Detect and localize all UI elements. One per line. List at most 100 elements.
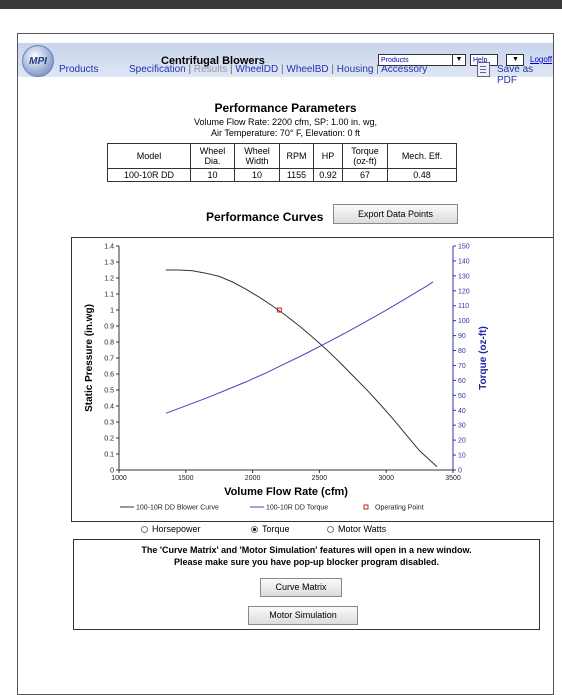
performance-heading: Performance Parameters (214, 101, 357, 115)
y2-tick-label: 110 (458, 303, 469, 310)
chart-frame: 0 0.1 0.2 0.3 0.4 0.5 0.6 0.7 0.8 0.9 1 1.1 1.2 1.3 1.… (71, 237, 553, 522)
table-header-row: Model Wheel Dia. Wheel Width RPM HP Torque… (107, 143, 457, 169)
pdf-icon[interactable] (477, 62, 490, 77)
nav-tabs: Specification | Results | WheelDD | Whee… (129, 64, 428, 75)
col-header-wheel-width: Wheel Width (234, 143, 280, 169)
cell-wheel-width: 10 (234, 168, 280, 182)
y2-tick-label: 150 (458, 244, 470, 251)
y2-tick-label: 50 (458, 393, 466, 400)
radio-label: Torque (262, 524, 290, 534)
radio-motor-watts[interactable]: Motor Watts (327, 524, 386, 534)
y-tick-label: 0.2 (104, 436, 114, 443)
app-title: Centrifugal Blowers (161, 55, 265, 67)
tab-housing[interactable]: Housing (336, 64, 374, 75)
radio-horsepower[interactable]: Horsepower (141, 524, 201, 534)
motor-simulation-button[interactable]: Motor Simulation (248, 606, 358, 625)
logoff-link[interactable]: Logoff (530, 55, 553, 64)
notice-line-1: The 'Curve Matrix' and 'Motor Simulation… (141, 545, 472, 555)
y2-tick-label: 120 (458, 288, 470, 295)
products-select-value: Products (381, 57, 409, 64)
y-tick-label: 1.4 (104, 244, 114, 251)
x-tick-label: 3000 (378, 475, 394, 482)
tab-wheeldd[interactable]: WheelDD (235, 64, 279, 75)
y2-tick-label: 130 (458, 273, 470, 280)
cell-hp: 0.92 (313, 168, 343, 182)
tab-wheelbd[interactable]: WheelBD (286, 64, 329, 75)
legend-label-torque: 100-10R DD Torque (266, 505, 328, 512)
y2-tick-label: 20 (458, 438, 466, 445)
radio-torque[interactable]: Torque (251, 524, 290, 534)
y-tick-label: 0.9 (104, 324, 114, 331)
products-select[interactable]: Products ▼ (378, 54, 466, 66)
x-axis-title: Volume Flow Rate (cfm) (224, 486, 348, 498)
performance-chart: 0 0.1 0.2 0.3 0.4 0.5 0.6 0.7 0.8 0.9 1 1.1 1.2 1.3 1.… (84, 244, 489, 512)
legend-label-operating-point: Operating Point (375, 505, 424, 512)
radio-label: Horsepower (152, 524, 201, 534)
y-tick-label: 0.6 (104, 372, 114, 379)
y-tick-label: 0.7 (104, 356, 114, 363)
y2-tick-label: 70 (458, 363, 466, 370)
save-as-pdf-link[interactable]: Save as PDF (497, 64, 534, 86)
y2-tick-label: 0 (458, 468, 462, 475)
col-header-rpm: RPM (279, 143, 314, 169)
performance-line-2: Air Temperature: 70° F, Elevation: 0 ft (210, 128, 360, 138)
y-tick-label: 1.2 (104, 276, 114, 283)
y2-tick-label: 30 (458, 423, 466, 430)
blower-curve-line (165, 269, 438, 468)
help-select[interactable]: ▼ (506, 54, 524, 66)
col-header-torque: Torque (oz-ft) (342, 143, 388, 169)
legend-label-blower: 100-10R DD Blower Curve (136, 505, 219, 512)
chevron-down-icon: ▼ (452, 55, 465, 65)
cell-wheel-dia: 10 (190, 168, 235, 182)
tab-results: Results (193, 64, 228, 75)
x-tick-label: 1000 (111, 475, 127, 482)
y-tick-label: 0 (110, 468, 114, 475)
page-frame: Centrifugal Blowers Products ▼ Help ▼ Lo… (17, 33, 554, 695)
curves-heading: Performance Curves (206, 210, 324, 224)
parameters-table: Model Wheel Dia. Wheel Width RPM HP Torque… (107, 143, 457, 182)
y2-tick-label: 60 (458, 378, 466, 385)
x-tick-label: 2500 (312, 475, 328, 482)
y2-tick-label: 90 (458, 333, 466, 340)
radio-label: Motor Watts (338, 524, 387, 534)
x-tick-label: 3500 (445, 475, 461, 482)
y-tick-label: 0.8 (104, 340, 114, 347)
y2-tick-label: 80 (458, 348, 466, 355)
table-row: 100-10R DD 10 10 1155 0.92 67 0.48 (107, 168, 457, 182)
y-tick-label: 0.4 (104, 404, 114, 411)
y2-tick-label: 40 (458, 408, 466, 415)
cell-mech-eff: 0.48 (387, 168, 457, 182)
nav-products-link[interactable]: Products (59, 64, 99, 75)
y-tick-label: 0.1 (104, 452, 114, 459)
x-tick-label: 2000 (245, 475, 261, 482)
radio-button[interactable] (251, 525, 258, 533)
mpi-logo: MPI (22, 45, 54, 77)
tab-accessory[interactable]: Accessory (381, 64, 428, 75)
tab-specification[interactable]: Specification (129, 64, 186, 75)
col-header-wheel-dia: Wheel Dia. (190, 143, 235, 169)
y-tick-label: 1.3 (104, 260, 114, 267)
y-tick-label: 0.5 (104, 388, 114, 395)
y-tick-label: 1 (110, 308, 114, 315)
radio-button[interactable] (141, 525, 148, 533)
export-data-points-button[interactable]: Export Data Points (333, 204, 458, 224)
y2-tick-label: 140 (458, 258, 470, 265)
radio-button[interactable] (327, 525, 334, 533)
help-select-value: Help (473, 57, 488, 64)
notice-line-2: Please make sure you have pop-up blocker… (173, 557, 440, 567)
col-header-hp: HP (313, 143, 343, 169)
x-tick-label: 1500 (178, 475, 194, 482)
y2-tick-label: 10 (458, 453, 466, 460)
nav-bar: Products Specification | Results | Wheel… (18, 62, 553, 86)
performance-line-1: Volume Flow Rate: 2200 cfm, SP: 1.00 in.… (193, 117, 378, 127)
col-header-mech-eff: Mech. Eff. (387, 143, 457, 169)
cell-rpm: 1155 (279, 168, 314, 182)
logo-text: MPI (29, 55, 47, 67)
curve-matrix-button[interactable]: Curve Matrix (260, 578, 342, 597)
curve-options: Horsepower Torque Motor Watts (18, 524, 553, 536)
chevron-down-icon: ▼ (512, 56, 519, 63)
cell-model: 100-10R DD (107, 168, 191, 182)
y-tick-label: 1.1 (104, 292, 114, 299)
y-axis-title: Static Pressure (in.wg) (84, 304, 95, 412)
torque-curve-line (165, 281, 434, 414)
